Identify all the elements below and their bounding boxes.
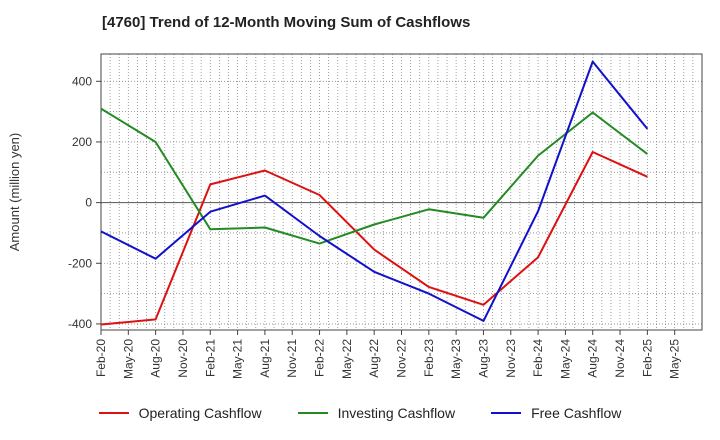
x-tick-label: Feb-21 bbox=[203, 339, 217, 377]
y-tick-label: -200 bbox=[68, 256, 92, 270]
legend-swatch bbox=[491, 412, 522, 414]
legend-label: Free Cashflow bbox=[531, 405, 622, 421]
legend-item: Operating Cashflow bbox=[98, 405, 262, 421]
series-layer bbox=[100, 60, 649, 326]
legend-swatch bbox=[98, 412, 129, 414]
x-tick-label: Nov-22 bbox=[395, 339, 409, 378]
chart-title: [4760] Trend of 12-Month Moving Sum of C… bbox=[102, 14, 471, 31]
x-tick-label: Nov-23 bbox=[504, 339, 518, 378]
x-tick-label: May-24 bbox=[558, 339, 572, 379]
x-tick-label: Nov-21 bbox=[285, 339, 299, 378]
legend-label: Operating Cashflow bbox=[138, 405, 262, 421]
x-tick-label: Aug-20 bbox=[149, 339, 163, 378]
legend-label: Investing Cashflow bbox=[337, 405, 456, 421]
x-tick-label: Nov-20 bbox=[176, 339, 190, 378]
legend-item: Investing Cashflow bbox=[297, 405, 456, 421]
x-tick-label: May-25 bbox=[668, 339, 682, 379]
grid-layer bbox=[101, 54, 702, 330]
x-axis-ticks: Feb-20 May-20 Aug-20 Nov-20 Feb-21 May-21 Aug-… bbox=[94, 330, 682, 379]
x-tick-label: Feb-24 bbox=[531, 339, 545, 377]
x-tick-label: May-22 bbox=[340, 339, 354, 379]
x-tick-label: Aug-24 bbox=[586, 339, 600, 378]
y-tick-label: 200 bbox=[72, 135, 92, 149]
x-tick-label: May-23 bbox=[449, 339, 463, 379]
legend-swatch bbox=[297, 412, 328, 414]
legend: Operating Cashflow Investing Cashflow Free… bbox=[0, 405, 720, 421]
legend-item: Free Cashflow bbox=[491, 405, 621, 421]
x-tick-label: Feb-23 bbox=[422, 339, 436, 377]
x-tick-label: Feb-20 bbox=[94, 339, 108, 377]
y-tick-label: -400 bbox=[68, 317, 92, 331]
x-tick-label: Aug-23 bbox=[476, 339, 490, 378]
x-tick-label: May-20 bbox=[121, 339, 135, 379]
x-tick-label: Aug-21 bbox=[258, 339, 272, 378]
y-axis-label: Amount (million yen) bbox=[7, 133, 22, 252]
y-tick-label: 0 bbox=[85, 196, 92, 210]
y-axis-ticks: -400 -200 0 200 400 bbox=[68, 74, 101, 331]
y-tick-label: 400 bbox=[72, 74, 92, 88]
series-line-free-cashflow bbox=[100, 60, 649, 322]
series-line-investing-cashflow bbox=[100, 107, 649, 245]
x-tick-label: Nov-24 bbox=[613, 339, 627, 378]
series-line-operating-cashflow bbox=[100, 151, 648, 326]
x-tick-label: Aug-22 bbox=[367, 339, 381, 378]
x-tick-label: Feb-22 bbox=[313, 339, 327, 377]
x-tick-label: Feb-25 bbox=[640, 339, 654, 377]
x-tick-label: May-21 bbox=[231, 339, 245, 379]
